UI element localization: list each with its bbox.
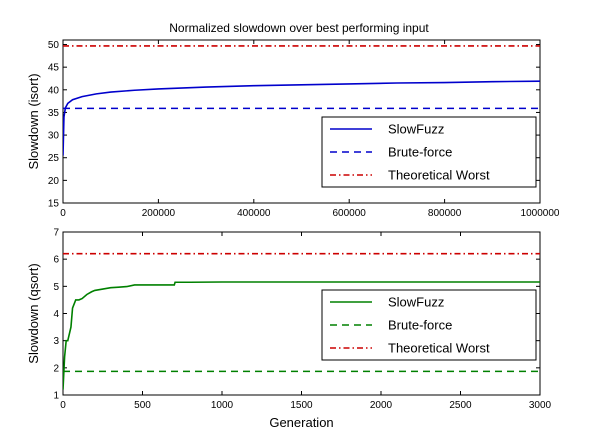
legend-label: SlowFuzz <box>388 122 444 137</box>
y-tick-label: 5 <box>53 282 59 293</box>
x-tick-label: 200000 <box>142 208 176 219</box>
y-tick-label: 40 <box>48 85 60 96</box>
legend-label: Brute-force <box>388 318 452 333</box>
y-axis-label: Slowdown (qsort) <box>26 263 41 363</box>
x-tick-label: 2000 <box>370 400 393 411</box>
y-tick-label: 3 <box>53 336 59 347</box>
legend-label: Theoretical Worst <box>388 168 490 183</box>
y-tick-label: 6 <box>53 255 59 266</box>
y-tick-label: 25 <box>48 153 60 164</box>
x-tick-label: 1500 <box>290 400 313 411</box>
x-tick-label: 600000 <box>333 208 367 219</box>
y-tick-label: 30 <box>48 131 60 142</box>
y-tick-label: 2 <box>53 363 59 374</box>
plot-isort: 0 200000 400000 600000 800000 1000000 15 20 25 30… <box>26 39 560 219</box>
x-tick-label: 0 <box>60 400 66 411</box>
legend-label: Brute-force <box>388 145 452 160</box>
x-tick-label: 400000 <box>237 208 271 219</box>
y-tick-label: 7 <box>53 228 59 239</box>
x-tick-label: 3000 <box>529 400 552 411</box>
x-tick-label: 1000 <box>211 400 234 411</box>
legend-label: SlowFuzz <box>388 295 444 310</box>
figure-title: Normalized slowdown over best performing… <box>169 21 429 35</box>
x-axis-label: Generation <box>269 415 333 430</box>
y-tick-label: 4 <box>53 309 59 320</box>
plot-qsort: 0 500 1000 1500 2000 2500 3000 1 2 3 4 5 6 7 Slowdown … <box>26 228 552 431</box>
x-tick-label: 1000000 <box>521 208 560 219</box>
plot-frame <box>62 39 541 204</box>
y-axis-label: Slowdown (isort) <box>26 73 41 169</box>
y-tick-label: 45 <box>48 63 60 74</box>
y-tick-label: 35 <box>48 108 60 119</box>
legend-label: Theoretical Worst <box>388 341 490 356</box>
x-tick-label: 2500 <box>449 400 472 411</box>
series-line-slowfuzz <box>63 80 540 156</box>
y-tick-label: 1 <box>53 391 59 402</box>
y-tick-label: 15 <box>48 199 60 210</box>
x-tick-label: 800000 <box>428 208 462 219</box>
y-tick-label: 50 <box>48 40 60 51</box>
x-tick-label: 0 <box>60 208 66 219</box>
y-tick-label: 20 <box>48 176 60 187</box>
x-tick-label: 500 <box>134 400 151 411</box>
series-line-slowfuzz <box>63 281 540 390</box>
